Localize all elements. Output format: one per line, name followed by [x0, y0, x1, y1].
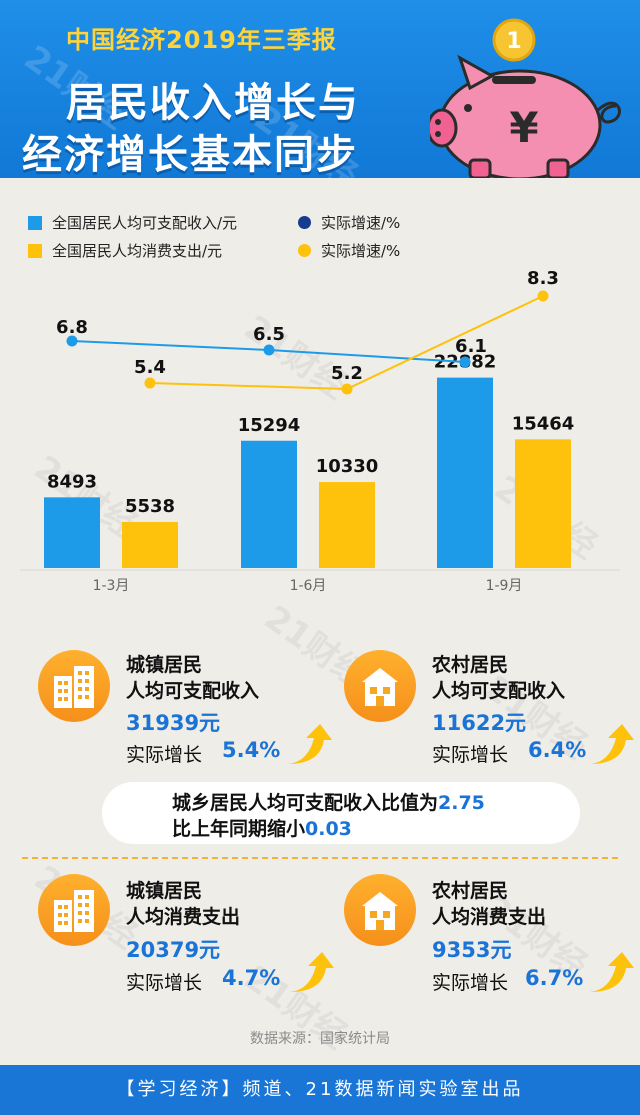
ratio-line1: 城乡居民人均可支配收入比值为2.75 [172, 788, 485, 815]
page-title-line2: 经济增长基本同步 [22, 132, 358, 178]
urban-income-title: 城镇居民 [126, 654, 203, 676]
income-bar-label: 8493 [47, 471, 97, 492]
legend-item-consume-rate: 实际增速/% [298, 240, 400, 261]
section-divider [22, 857, 618, 859]
income-rate-label: 6.1 [455, 336, 487, 357]
consumption-bar-label: 15464 [512, 413, 575, 434]
rural-income-value: 11622元 [432, 711, 527, 735]
chart-legend: 全国居民人均可支配收入/元 实际增速/% 全国居民人均消费支出/元 实际增速/% [28, 212, 628, 264]
legend-label: 全国居民人均消费支出/元 [52, 242, 223, 260]
coin-label: 1 [506, 29, 521, 54]
urban-income-subtitle: 人均可支配收入 [126, 680, 260, 702]
income-bar [241, 440, 297, 568]
consumption-rate-point [144, 377, 156, 389]
building-icon [38, 874, 110, 946]
ratio-value: 2.75 [438, 792, 485, 814]
income-rate-label: 6.5 [253, 324, 285, 345]
consumption-rate-point [341, 383, 353, 395]
urban-consume-value: 20379元 [126, 938, 221, 962]
legend-item-income-rate: 实际增速/% [298, 212, 400, 233]
rural-consume-subtitle: 人均消费支出 [432, 906, 547, 928]
urban-consume-growth-label: 实际增长 [126, 972, 203, 994]
ratio-line2: 比上年同期缩小0.03 [172, 814, 352, 841]
urban-consume-growth: 4.7% [222, 966, 281, 990]
yuan-symbol: ¥ [509, 103, 538, 152]
supertitle: 中国经济2019年三季报 [66, 26, 337, 54]
legend-swatch [28, 243, 42, 258]
consumption-bar [122, 521, 178, 568]
rural-income-subtitle: 人均可支配收入 [432, 680, 566, 702]
consumption-bar [319, 482, 375, 568]
consumption-rate-label: 5.4 [134, 357, 166, 378]
legend-item-income: 全国居民人均可支配收入/元 [28, 212, 237, 233]
urban-income-growth: 5.4% [222, 738, 281, 762]
urban-consume-subtitle: 人均消费支出 [126, 906, 241, 928]
up-arrow-icon [590, 952, 634, 992]
up-arrow-icon [590, 724, 634, 764]
income-rate-label: 6.8 [56, 317, 88, 338]
urban-consume-title: 城镇居民 [126, 880, 203, 902]
legend-label: 全国居民人均可支配收入/元 [52, 214, 238, 232]
up-arrow-icon [288, 724, 332, 764]
legend-swatch [28, 215, 42, 230]
rural-consume-title: 农村居民 [432, 880, 509, 902]
income-bar-label: 15294 [238, 415, 301, 436]
legend-label: 实际增速/% [321, 242, 401, 260]
data-source: 数据来源：国家统计局 [250, 1031, 390, 1047]
rural-consume-value: 9353元 [432, 938, 512, 962]
rural-income-growth: 6.4% [528, 738, 587, 762]
building-icon [38, 650, 110, 722]
rural-consume-growth-label: 实际增长 [432, 972, 509, 994]
x-tick-label: 1-3月 [93, 578, 130, 594]
rural-income-growth-label: 实际增长 [432, 744, 509, 766]
income-rate-point [66, 335, 78, 347]
income-consumption-chart: 849355381-3月15294103301-6月22882154641-9月… [20, 270, 620, 594]
consumption-rate-label: 5.2 [331, 363, 363, 384]
urban-income-growth-label: 实际增长 [126, 744, 203, 766]
page-title-line1: 居民收入增长与 [66, 80, 360, 126]
legend-item-consume: 全国居民人均消费支出/元 [28, 240, 222, 261]
ratio-text: 城乡居民人均可支配收入比值为 [172, 792, 439, 814]
house-icon [344, 650, 416, 722]
consumption-bar-label: 5538 [125, 496, 175, 517]
legend-swatch [298, 216, 311, 229]
rural-consume-growth: 6.7% [525, 966, 584, 990]
legend-label: 实际增速/% [321, 214, 401, 232]
header-banner: 21财经 21财经 中国经济2019年三季报 居民收入增长与 经济增长基本同步 … [0, 0, 640, 178]
urban-rural-ratio-box: 城乡居民人均可支配收入比值为2.75 比上年同期缩小0.03 [102, 782, 580, 844]
consumption-bar-label: 10330 [316, 456, 379, 477]
legend-swatch [298, 244, 311, 257]
income-rate-point [459, 356, 471, 368]
rural-income-title: 农村居民 [432, 654, 509, 676]
ratio-change-text: 比上年同期缩小 [172, 818, 306, 840]
up-arrow-icon [290, 952, 334, 992]
consumption-rate-label: 8.3 [527, 270, 559, 289]
urban-income-value: 31939元 [126, 711, 221, 735]
x-tick-label: 1-6月 [290, 578, 327, 594]
house-icon [344, 874, 416, 946]
piggy-bank-icon: 1 ¥ [430, 18, 621, 178]
income-bar [437, 377, 493, 568]
income-rate-point [263, 344, 275, 356]
consumption-rate-point [537, 290, 549, 302]
footer-credit: 【学习经济】频道、21数据新闻实验室出品 [0, 1065, 640, 1115]
consumption-bar [515, 439, 571, 568]
x-tick-label: 1-9月 [486, 578, 523, 594]
ratio-change-value: 0.03 [305, 818, 352, 840]
income-bar [44, 497, 100, 568]
